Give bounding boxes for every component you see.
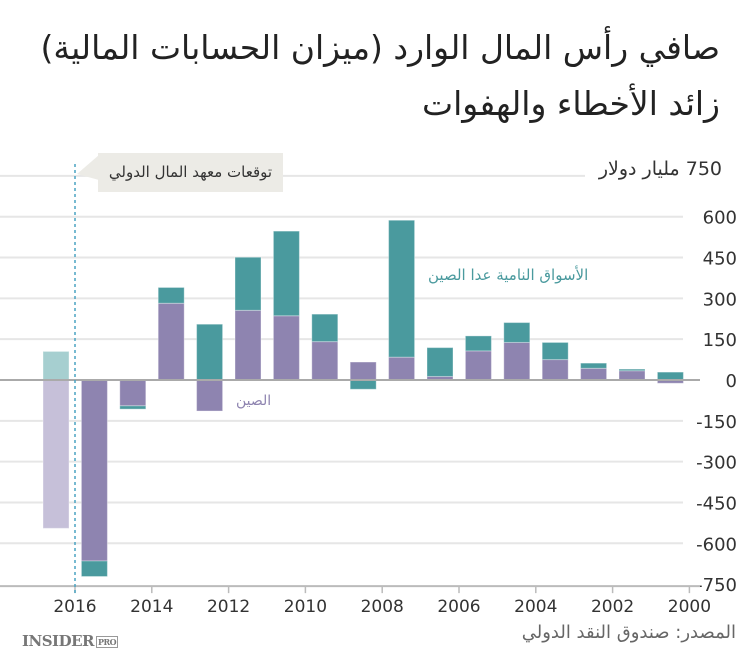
y-tick-label: -600 (696, 534, 737, 555)
x-tick-label: 2006 (437, 597, 480, 617)
bar-china-2012 (234, 309, 262, 381)
bar-china-2013 (196, 379, 224, 412)
bar-others-2012 (234, 256, 262, 311)
bar-others-2001 (656, 371, 684, 381)
bar-china-2003 (580, 367, 608, 381)
bar-china-2015 (119, 379, 147, 407)
y-tick-label: -150 (696, 412, 737, 433)
y-tick-label: 600 (703, 208, 737, 229)
bar-others-2013 (196, 323, 224, 381)
bar-china-2014 (157, 302, 185, 381)
series-label-others: الأسواق النامية عدا الصين (428, 266, 589, 284)
bar-china-توقعات (42, 379, 70, 529)
bar-others-2015 (119, 405, 147, 410)
bar-china-2002 (618, 370, 646, 381)
y-tick-label: 450 (703, 249, 737, 270)
bar-others-2014 (157, 286, 185, 304)
bar-others-2016 (80, 560, 108, 578)
x-tick-label: 2008 (361, 597, 404, 617)
bar-others-2010 (311, 313, 339, 343)
x-tick-label: 2010 (284, 597, 327, 617)
bar-others-2007 (426, 347, 454, 377)
x-tick-label: 2016 (53, 597, 96, 617)
source-note: المصدر: صندوق النقد الدولي (521, 622, 736, 643)
bar-others-2003 (580, 362, 608, 369)
x-tick-label: 2012 (207, 597, 250, 617)
chart-title-line2: زائد الأخطاء والهفوات (422, 84, 720, 123)
bar-others-2011 (272, 230, 300, 317)
bar-china-2016 (80, 379, 108, 562)
forecast-callout: توقعات معهد المال الدولي (98, 153, 283, 192)
x-tick-label: 2000 (668, 597, 711, 617)
bar-china-2004 (541, 359, 569, 381)
y-tick-label: 300 (703, 289, 737, 310)
bar-china-2010 (311, 341, 339, 381)
callout-pointer (77, 155, 99, 180)
x-tick-label: 2014 (130, 597, 173, 617)
insider-pro-logo: INSIDER PRO (22, 632, 119, 650)
bar-others-2004 (541, 341, 569, 361)
series-label-china: الصين (236, 393, 272, 409)
x-tick-label: 2002 (591, 597, 634, 617)
bar-others-2006 (464, 335, 492, 352)
y-tick-label: -450 (696, 493, 737, 514)
bar-china-2011 (272, 315, 300, 381)
bar-others-2009 (349, 379, 377, 390)
y-tick-label: 0 (726, 371, 737, 392)
chart-title-line1: صافي رأس المال الوارد (ميزان الحسابات ال… (40, 28, 720, 67)
bar-others-2008 (388, 219, 416, 358)
y-tick-label: -300 (696, 453, 737, 474)
y-tick-label: 150 (703, 330, 737, 351)
bar-others-2002 (618, 368, 646, 372)
bar-others-2005 (503, 322, 531, 343)
y-tick-label: -750 (696, 575, 737, 596)
y-axis-unit-label: 750 مليار دولار (598, 158, 722, 180)
bar-china-2008 (388, 356, 416, 381)
bar-china-2006 (464, 350, 492, 381)
bar-others-توقعات (42, 350, 70, 381)
bar-china-2005 (503, 341, 531, 381)
bar-china-2009 (349, 361, 377, 381)
x-tick-label: 2004 (514, 597, 557, 617)
